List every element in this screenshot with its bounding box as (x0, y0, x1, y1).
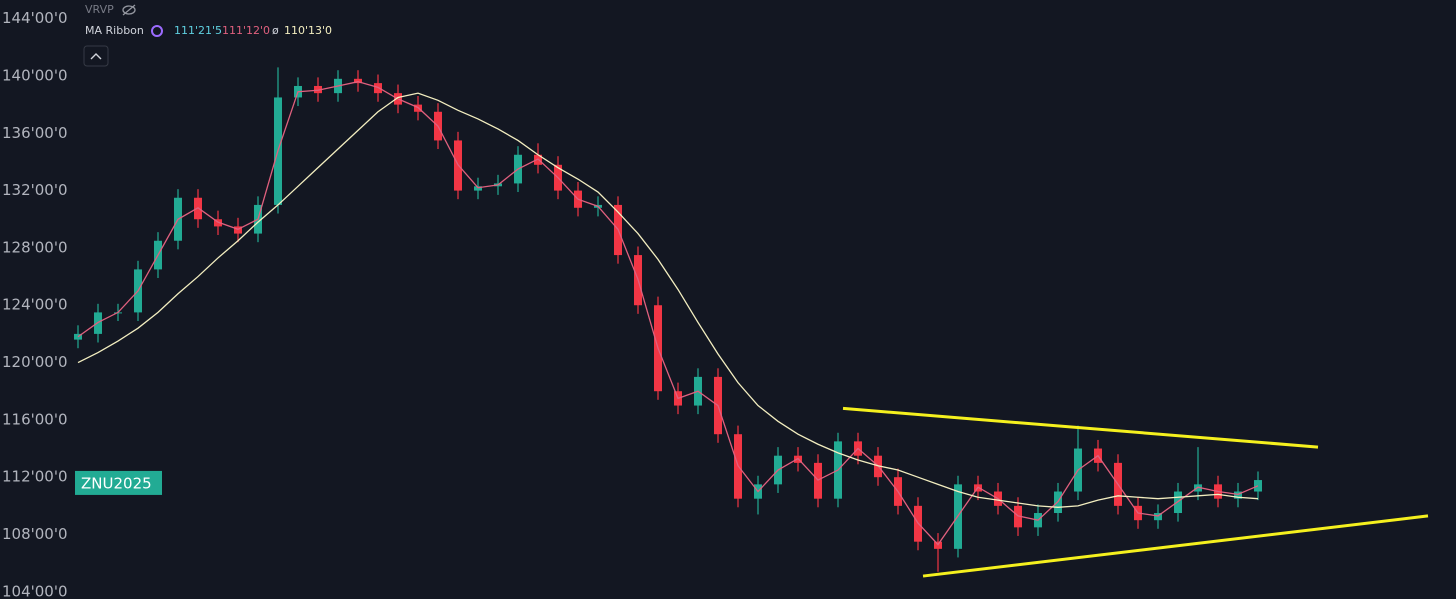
moving-average (77, 81, 1259, 546)
legend-indicator: MA Ribbon (85, 24, 144, 37)
trendline (922, 514, 1429, 578)
legend-symbol: ø (272, 24, 279, 37)
y-tick-label: 104'00'0 (2, 582, 68, 599)
y-tick-label: 140'00'0 (2, 66, 68, 84)
collapse-button[interactable] (83, 45, 109, 67)
candle-body (354, 78, 362, 84)
trendline (842, 406, 1319, 449)
y-tick-label: 128'00'0 (2, 238, 68, 256)
legend-value: 111'12'0 (222, 24, 270, 37)
y-tick-label: 112'00'0 (2, 468, 68, 486)
y-tick-label: 132'00'0 (2, 181, 68, 199)
y-tick-label: 136'00'0 (2, 124, 68, 142)
legend-indicator: VRVP (85, 3, 114, 16)
y-tick-label: 108'00'0 (2, 525, 68, 543)
indicator-icon[interactable] (151, 25, 163, 37)
y-tick-label: 120'00'0 (2, 353, 68, 371)
y-tick-label: 124'00'0 (2, 296, 68, 314)
candle-body (314, 85, 322, 94)
candle-body (1014, 505, 1022, 528)
candle-body (1154, 513, 1162, 521)
legend-value: 111'21'5 (174, 24, 222, 37)
hide-icon[interactable] (122, 4, 136, 16)
y-tick-label: 144'00'0 (2, 9, 68, 27)
candle-body (474, 186, 482, 191)
moving-average (77, 92, 1259, 508)
candle-body (214, 219, 222, 227)
candle-body (234, 226, 242, 234)
symbol-label: ZNU2025 (81, 474, 152, 492)
candle-body (1234, 491, 1242, 499)
y-tick-label: 116'00'0 (2, 410, 68, 428)
legend-value: 110'13'0 (284, 24, 332, 37)
symbol-label-box (75, 470, 162, 495)
